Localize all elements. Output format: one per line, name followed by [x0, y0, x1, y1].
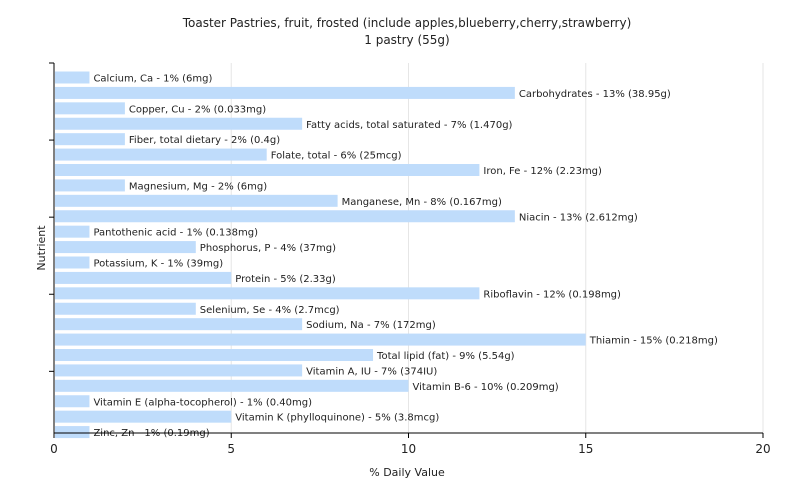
bar-7: [55, 179, 125, 192]
axes: 0 5 10 15 20: [49, 62, 771, 456]
bar-label-14: Riboflavin - 12% (0.198mg): [483, 289, 621, 300]
bar-label-4: Fiber, total dietary - 2% (0.4g): [129, 135, 280, 146]
bars: Calcium, Ca - 1% (6mg) Carbohydrates - 13…: [55, 71, 718, 439]
bar-1: [55, 86, 515, 99]
bar-13: [55, 271, 232, 284]
bar-label-8: Manganese, Mn - 8% (0.167mg): [342, 197, 502, 208]
bar-0: [55, 71, 90, 84]
bar-label-10: Pantothenic acid - 1% (0.138mg): [93, 228, 258, 239]
bar-label-19: Vitamin A, IU - 7% (374IU): [306, 366, 437, 377]
bar-label-2: Copper, Cu - 2% (0.033mg): [129, 104, 266, 115]
chart-subtitle: 1 pastry (55g): [364, 33, 449, 47]
bar-9: [55, 210, 515, 223]
bar-label-21: Vitamin E (alpha-tocopherol) - 1% (0.40m…: [93, 397, 312, 408]
bar-14: [55, 287, 480, 300]
bar-label-13: Protein - 5% (2.33g): [235, 274, 336, 285]
bar-label-3: Fatty acids, total saturated - 7% (1.470…: [306, 120, 512, 131]
bar-label-11: Phosphorus, P - 4% (37mg): [200, 243, 336, 254]
bar-12: [55, 256, 90, 269]
bar-15: [55, 302, 196, 315]
x-axis-label: % Daily Value: [369, 466, 445, 479]
bar-label-23: Zinc, Zn - 1% (0.19mg): [93, 428, 209, 439]
x-tick-label-1: 5: [227, 442, 235, 456]
bar-21: [55, 395, 90, 408]
bar-20: [55, 379, 409, 392]
bar-4: [55, 133, 125, 146]
bar-6: [55, 164, 480, 176]
bar-2: [55, 102, 125, 115]
bar-label-18: Total lipid (fat) - 9% (5.54g): [376, 351, 515, 362]
bar-label-17: Thiamin - 15% (0.218mg): [589, 336, 718, 347]
bar-label-6: Iron, Fe - 12% (2.23mg): [483, 166, 602, 177]
x-tick-label-0: 0: [50, 442, 58, 456]
bar-10: [55, 225, 90, 238]
bar-16: [55, 318, 303, 331]
bar-8: [55, 194, 338, 207]
bar-label-16: Sodium, Na - 7% (172mg): [306, 320, 436, 331]
bar-label-7: Magnesium, Mg - 2% (6mg): [129, 181, 267, 192]
bar-23: [55, 426, 90, 439]
bar-18: [55, 349, 374, 361]
x-tick-label-4: 20: [755, 442, 770, 456]
bar-label-20: Vitamin B-6 - 10% (0.209mg): [413, 382, 559, 393]
x-tick-label-2: 10: [401, 442, 416, 456]
bar-3: [55, 117, 303, 130]
bar-label-15: Selenium, Se - 4% (2.7mcg): [200, 305, 340, 316]
bar-label-9: Niacin - 13% (2.612mg): [519, 212, 638, 223]
x-tick-label-3: 15: [578, 442, 593, 456]
bar-label-12: Potassium, K - 1% (39mg): [93, 259, 223, 270]
chart-title: Toaster Pastries, fruit, frosted (includ…: [182, 16, 632, 30]
bar-17: [55, 333, 586, 346]
bar-19: [55, 364, 303, 377]
bar-label-0: Calcium, Ca - 1% (6mg): [93, 74, 212, 85]
bar-11: [55, 241, 196, 254]
y-axis-label: Nutrient: [35, 225, 48, 271]
bar-label-1: Carbohydrates - 13% (38.95g): [519, 89, 671, 100]
bar-label-22: Vitamin K (phylloquinone) - 5% (3.8mcg): [235, 413, 439, 424]
bar-5: [55, 148, 267, 161]
bar-label-5: Folate, total - 6% (25mcg): [271, 151, 402, 162]
bar-22: [55, 410, 232, 423]
